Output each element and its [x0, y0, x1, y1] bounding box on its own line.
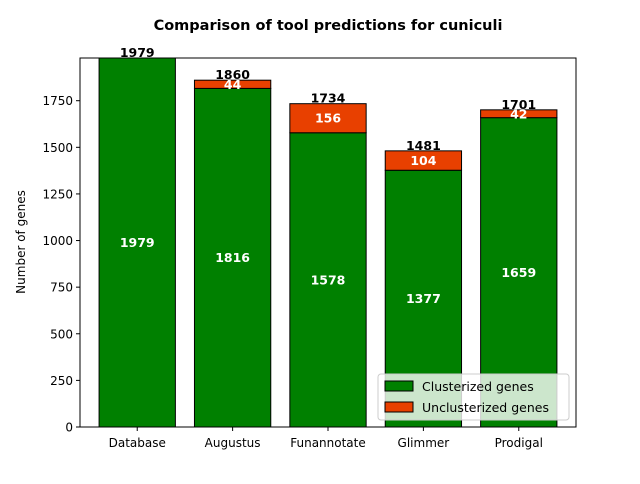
- y-tick-label: 1000: [42, 234, 73, 248]
- total-value-label: 1734: [311, 91, 346, 106]
- bar-clusterized-funannotate: [289, 132, 367, 428]
- total-value-label: 1481: [406, 138, 441, 153]
- legend-label: Clusterized genes: [422, 379, 534, 394]
- segment-value-label: 1659: [501, 265, 536, 280]
- segment-value-label: 42: [510, 106, 527, 121]
- total-value-label: 1860: [215, 67, 250, 82]
- legend-swatch: [384, 380, 414, 392]
- segment-value-label: 44: [224, 77, 242, 92]
- total-value-label: 1979: [120, 45, 155, 60]
- x-tick-label: Prodigal: [495, 436, 543, 450]
- segment-value-label: 104: [410, 153, 436, 168]
- legend: Clusterized genes Unclusterized genes: [377, 373, 570, 421]
- bar-unclusterized-glimmer: [384, 150, 463, 171]
- axes-layer: 0 250 500 750 1000 1250 1500 1750 Database August…: [42, 57, 577, 450]
- chart-title: Comparison of tool predictions for cunic…: [154, 18, 503, 34]
- bar-unclusterized-funannotate: [289, 103, 367, 134]
- x-tick-label: Database: [109, 436, 166, 450]
- y-tick-label: 1250: [42, 187, 73, 201]
- legend-label: Unclusterized genes: [422, 400, 549, 415]
- y-tick-label: 750: [50, 281, 73, 295]
- x-tick-label: Augustus: [205, 436, 261, 450]
- bar-unclusterized-prodigal: [480, 109, 558, 119]
- total-value-label: 1701: [501, 97, 536, 112]
- y-tick-label: 1750: [42, 94, 73, 108]
- bar-clusterized-database: [98, 57, 176, 428]
- segment-value-label: 1377: [406, 291, 441, 306]
- y-tick-label: 0: [65, 421, 73, 435]
- legend-box: [377, 373, 570, 421]
- y-tick-label: 250: [50, 374, 73, 388]
- y-axis-label: Number of genes: [14, 190, 28, 294]
- bar-unclusterized-augustus: [193, 79, 272, 89]
- legend-swatch: [384, 401, 414, 413]
- bar-clusterized-augustus: [193, 87, 272, 428]
- x-tick-label: Funannotate: [290, 436, 366, 450]
- y-tick-label: 1500: [42, 141, 73, 155]
- segment-value-label: 1578: [311, 272, 346, 287]
- segment-value-label: 1979: [120, 235, 155, 250]
- segment-value-label: 1816: [215, 250, 250, 265]
- y-tick-label: 500: [50, 327, 73, 341]
- x-tick-label: Glimmer: [398, 436, 450, 450]
- segment-value-label: 156: [315, 111, 341, 126]
